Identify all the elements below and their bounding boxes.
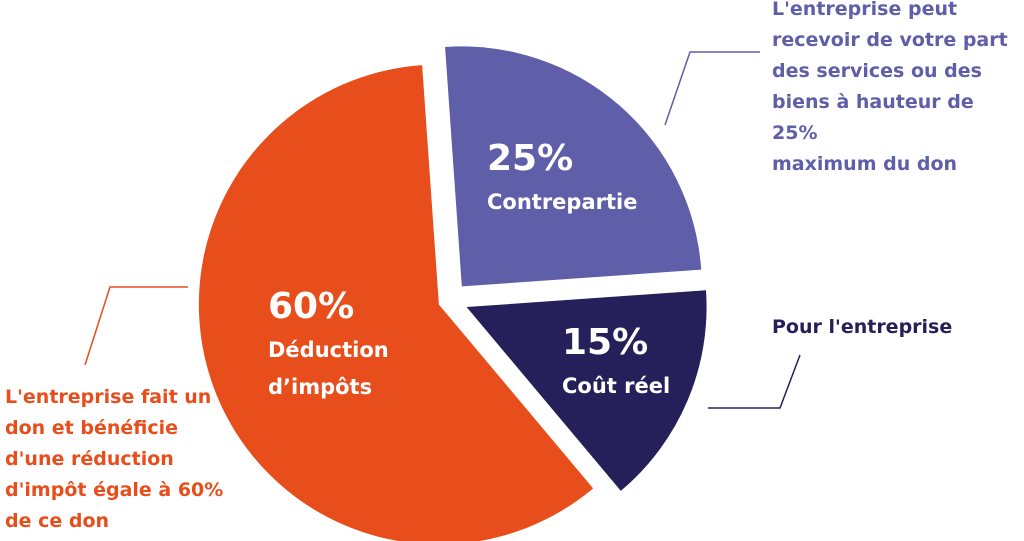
- leader-line: [84, 286, 188, 366]
- leader-line: [664, 51, 760, 126]
- pie-slice: [466, 290, 707, 491]
- slice-value-label: 60%: [268, 286, 355, 327]
- pie-slice: [198, 65, 594, 541]
- slice-value-label: 25%: [487, 138, 574, 179]
- annotation: L'entreprise peut recevoir de votre part…: [772, 0, 1008, 175]
- pie-slice: [445, 46, 702, 287]
- slice-category-label: Coût réel: [562, 374, 671, 398]
- slice-category-label: Déduction d’impôts: [268, 338, 389, 399]
- annotation: Pour l'entreprise: [772, 316, 953, 338]
- leader-line: [708, 354, 801, 409]
- slice-value-label: 15%: [562, 322, 649, 363]
- annotation: L'entreprise fait un don et bénéficie d'…: [5, 386, 224, 532]
- slice-category-label: Contrepartie: [487, 190, 638, 214]
